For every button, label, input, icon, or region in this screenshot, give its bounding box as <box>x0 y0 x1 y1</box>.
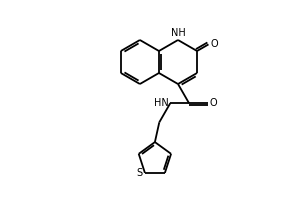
Text: S: S <box>137 168 143 178</box>
Text: HN: HN <box>154 98 168 108</box>
Text: O: O <box>210 98 217 108</box>
Text: NH: NH <box>171 28 185 38</box>
Text: O: O <box>211 39 218 49</box>
